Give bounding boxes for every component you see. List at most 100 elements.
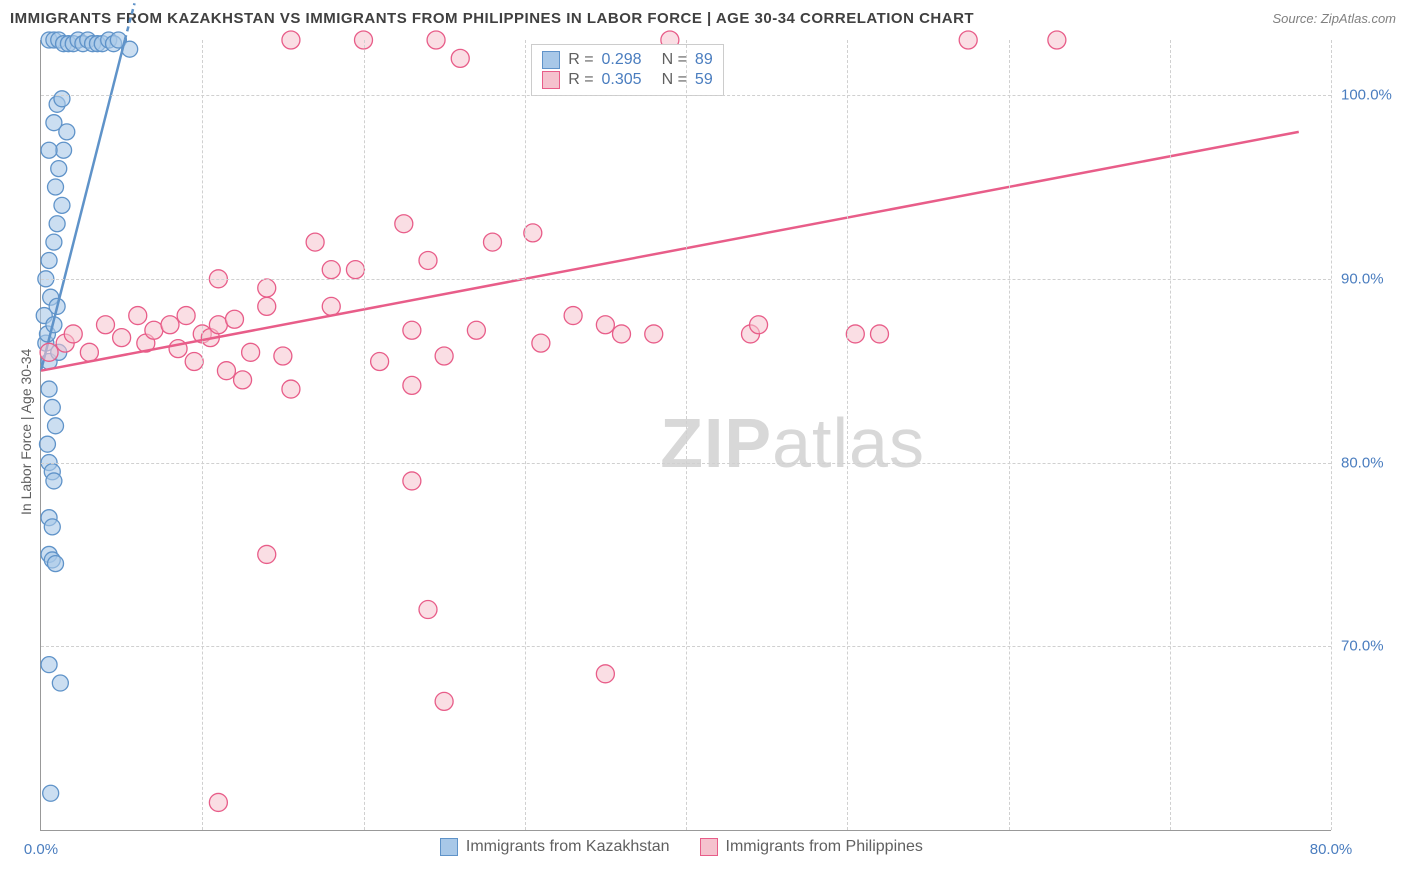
trend-line (41, 132, 1299, 371)
correlation-legend: R = 0.298N = 89R = 0.305N = 59 (531, 44, 724, 96)
data-point (129, 307, 147, 325)
data-point (226, 310, 244, 328)
data-point (403, 472, 421, 490)
data-point (403, 321, 421, 339)
data-point (532, 334, 550, 352)
data-point (48, 556, 64, 572)
y-axis-label: In Labor Force | Age 30-34 (18, 349, 34, 515)
data-point (346, 261, 364, 279)
data-point (258, 297, 276, 315)
data-point (177, 307, 195, 325)
legend-swatch (542, 51, 560, 69)
data-point (234, 371, 252, 389)
legend-swatch (440, 838, 458, 856)
data-point (145, 321, 163, 339)
gridline-v (686, 40, 687, 830)
data-point (41, 252, 57, 268)
data-point (242, 343, 260, 361)
legend-n-value: 59 (695, 71, 713, 89)
data-point (435, 347, 453, 365)
legend-swatch (700, 838, 718, 856)
legend-row: R = 0.298 N = 89 (542, 51, 713, 69)
xtick-label: 0.0% (24, 841, 58, 858)
data-point (435, 692, 453, 710)
legend-n-value: 89 (695, 51, 713, 69)
data-point (258, 279, 276, 297)
data-point (395, 215, 413, 233)
gridline-v (847, 40, 848, 830)
legend-r-value: 0.298 (602, 51, 642, 69)
data-point (371, 353, 389, 371)
data-point (564, 307, 582, 325)
ytick-label: 100.0% (1341, 87, 1401, 104)
data-point (46, 473, 62, 489)
ytick-label: 80.0% (1341, 454, 1401, 471)
data-point (41, 381, 57, 397)
legend-n-label: N = (662, 51, 687, 69)
data-point (41, 142, 57, 158)
data-point (44, 519, 60, 535)
data-point (274, 347, 292, 365)
data-point (64, 325, 82, 343)
data-point (161, 316, 179, 334)
gridline-v (525, 40, 526, 830)
data-point (613, 325, 631, 343)
data-point (41, 657, 57, 673)
data-point (1048, 31, 1066, 49)
gridline-v (202, 40, 203, 830)
data-point (209, 793, 227, 811)
data-point (40, 343, 58, 361)
data-point (524, 224, 542, 242)
data-point (322, 261, 340, 279)
data-point (51, 161, 67, 177)
series-legend-label: Immigrants from Philippines (726, 838, 923, 856)
data-point (427, 31, 445, 49)
data-point (39, 436, 55, 452)
gridline-v (1009, 40, 1010, 830)
data-point (52, 675, 68, 691)
data-point (56, 142, 72, 158)
series-legend: Immigrants from Kazakhstan Immigrants fro… (440, 838, 923, 856)
series-legend-item[interactable]: Immigrants from Philippines (700, 838, 923, 856)
legend-n-label: N = (662, 71, 687, 89)
gridline-v (364, 40, 365, 830)
data-point (43, 785, 59, 801)
data-point (113, 329, 131, 347)
series-legend-label: Immigrants from Kazakhstan (466, 838, 670, 856)
source-link[interactable]: Source: ZipAtlas.com (1272, 11, 1396, 26)
data-point (419, 601, 437, 619)
data-point (46, 115, 62, 131)
gridline-v (1170, 40, 1171, 830)
data-point (80, 343, 98, 361)
ytick-label: 70.0% (1341, 638, 1401, 655)
data-point (750, 316, 768, 334)
data-point (48, 418, 64, 434)
data-point (282, 31, 300, 49)
data-point (871, 325, 889, 343)
chart-title: IMMIGRANTS FROM KAZAKHSTAN VS IMMIGRANTS… (10, 10, 974, 27)
data-point (451, 49, 469, 67)
data-point (185, 353, 203, 371)
gridline-v (1331, 40, 1332, 830)
plot-area: ZIPatlas R = 0.298N = 89R = 0.305N = 59 … (40, 40, 1331, 831)
legend-r-label: R = (568, 51, 593, 69)
data-point (846, 325, 864, 343)
data-point (467, 321, 485, 339)
title-bar: IMMIGRANTS FROM KAZAKHSTAN VS IMMIGRANTS… (10, 10, 1396, 27)
data-point (306, 233, 324, 251)
data-point (596, 665, 614, 683)
data-point (209, 316, 227, 334)
data-point (596, 316, 614, 334)
legend-r-label: R = (568, 71, 593, 89)
data-point (54, 197, 70, 213)
data-point (217, 362, 235, 380)
xtick-label: 80.0% (1310, 841, 1353, 858)
data-point (322, 297, 340, 315)
data-point (419, 251, 437, 269)
data-point (44, 399, 60, 415)
data-point (484, 233, 502, 251)
data-point (645, 325, 663, 343)
ytick-label: 90.0% (1341, 270, 1401, 287)
series-legend-item[interactable]: Immigrants from Kazakhstan (440, 838, 670, 856)
legend-swatch (542, 71, 560, 89)
